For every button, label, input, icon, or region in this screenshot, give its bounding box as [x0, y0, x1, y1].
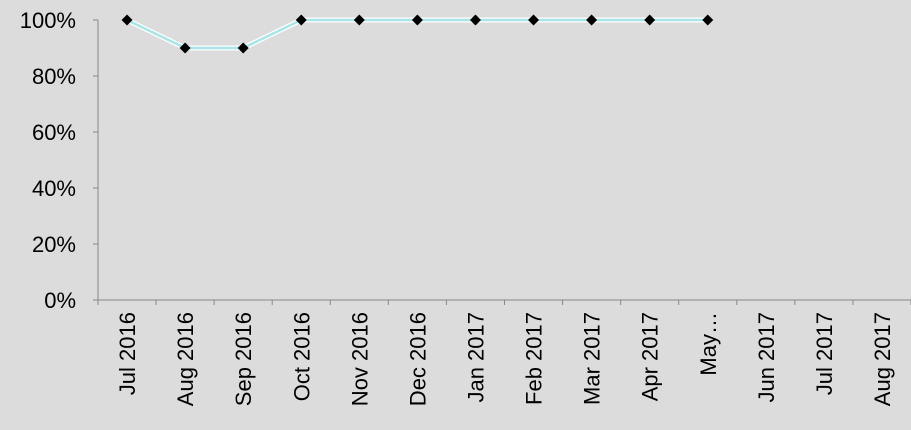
- data-point-marker: [586, 14, 598, 26]
- x-axis-ticks: Jul 2016 Aug 2016 Sep 2016 Oct 2016 Nov 2016…: [97, 300, 911, 406]
- x-tick-label: Jul 2016: [115, 312, 140, 395]
- x-tick-label: Feb 2017: [522, 312, 547, 405]
- y-tick-label: 100%: [20, 8, 76, 33]
- series-group: [121, 14, 714, 54]
- y-tick-label: 20%: [32, 232, 76, 257]
- data-point-marker: [644, 14, 656, 26]
- data-point-marker: [411, 14, 423, 26]
- data-point-marker: [179, 42, 191, 54]
- data-point-marker: [295, 14, 307, 26]
- y-tick-label: 60%: [32, 120, 76, 145]
- data-point-marker: [528, 14, 540, 26]
- data-point-marker: [469, 14, 481, 26]
- x-tick-label: Mar 2017: [580, 312, 605, 405]
- y-axis-ticks: 0% 20% 40% 60% 80% 100%: [20, 8, 98, 313]
- x-tick-label: Sep 2016: [231, 312, 256, 406]
- y-tick-label: 40%: [32, 176, 76, 201]
- y-tick-label: 0%: [44, 288, 76, 313]
- axes: [97, 20, 911, 301]
- x-tick-label: Oct 2016: [289, 312, 314, 401]
- x-tick-label: Jun 2017: [754, 312, 779, 403]
- x-tick-label: Jul 2017: [812, 312, 837, 395]
- x-tick-label: May…: [696, 312, 721, 376]
- y-tick-label: 80%: [32, 64, 76, 89]
- x-tick-label: Aug 2016: [173, 312, 198, 406]
- x-tick-label: Apr 2017: [638, 312, 663, 401]
- data-point-marker: [237, 42, 249, 54]
- x-tick-label: Aug 2017: [870, 312, 895, 406]
- x-tick-label: Jan 2017: [463, 312, 488, 403]
- data-point-marker: [702, 14, 714, 26]
- x-tick-label: Nov 2016: [347, 312, 372, 406]
- data-point-marker: [121, 14, 133, 26]
- x-tick-label: Dec 2016: [405, 312, 430, 406]
- data-point-marker: [353, 14, 365, 26]
